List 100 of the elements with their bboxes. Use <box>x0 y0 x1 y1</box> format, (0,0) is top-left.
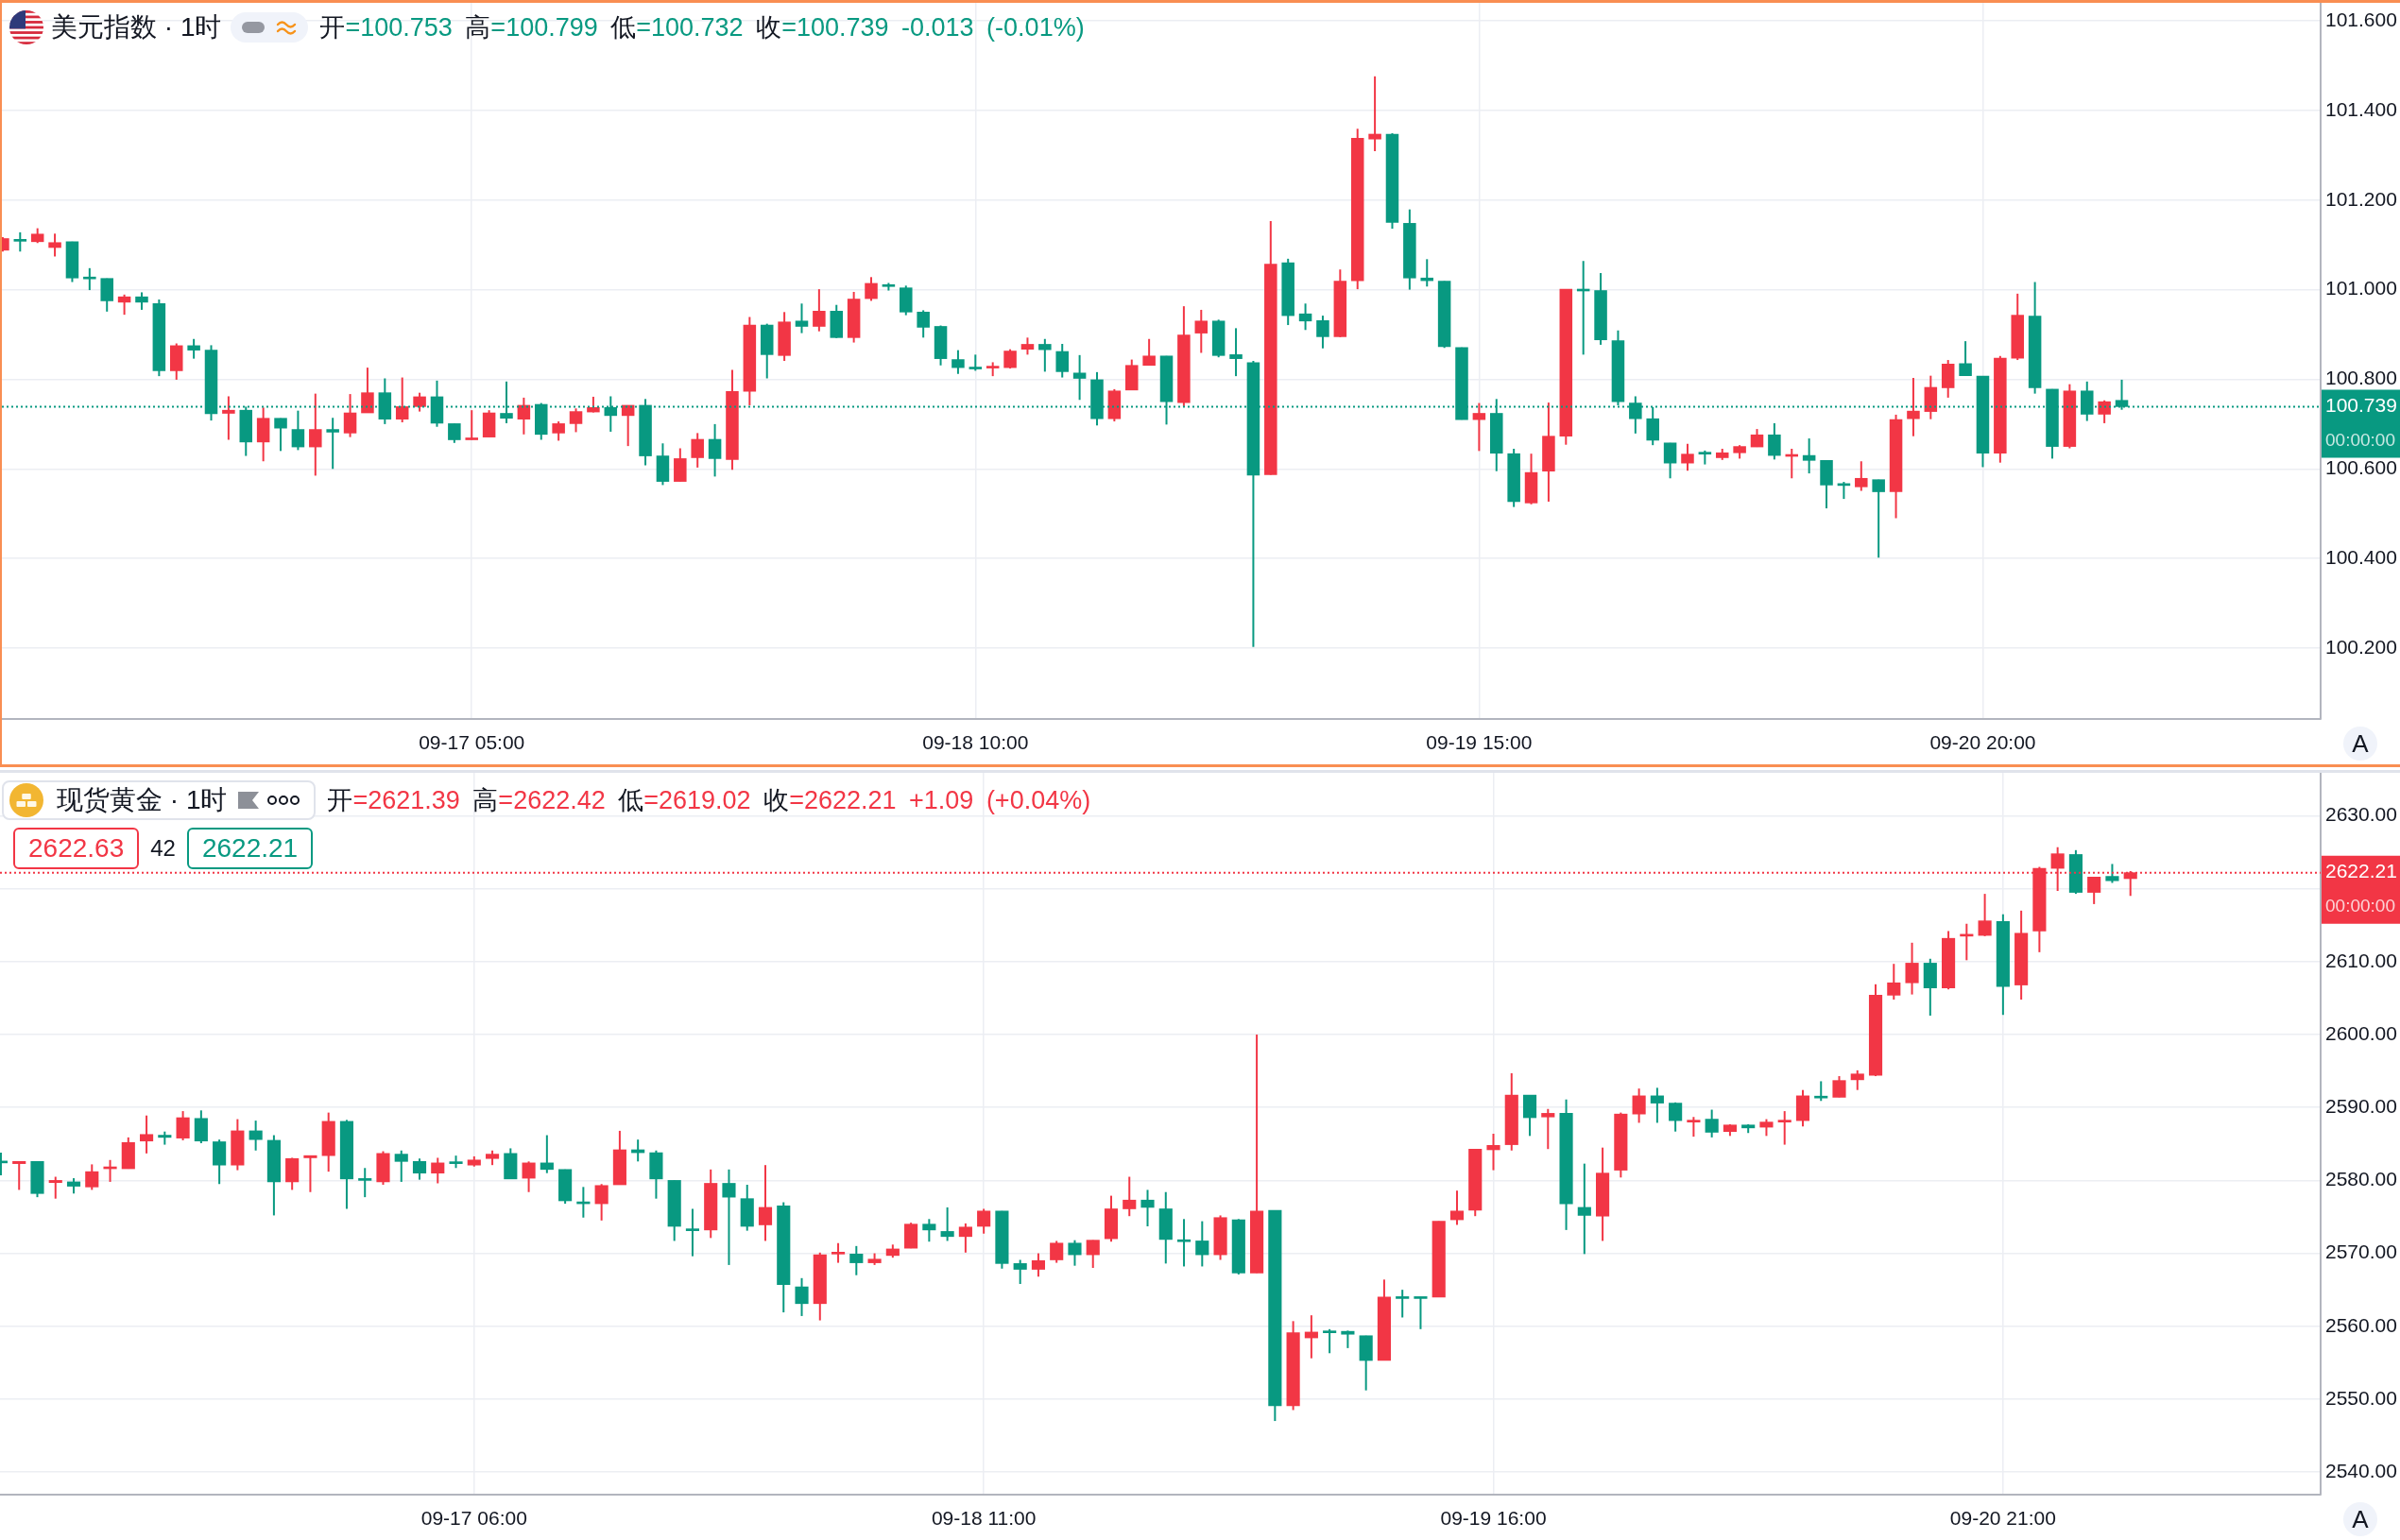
y-tick-label: 100.400 <box>2325 545 2397 568</box>
y-tick-label: 2560.00 <box>2325 1313 2397 1336</box>
x-tick-label: 09-17 05:00 <box>419 731 525 754</box>
candlestick <box>865 276 878 302</box>
candlestick <box>2098 399 2111 424</box>
y-tick-label: 2590.00 <box>2325 1095 2397 1118</box>
text: 00:00:00 <box>2325 429 2395 450</box>
candlestick <box>1907 377 1920 437</box>
y-tick-label: 2610.00 <box>2325 949 2397 971</box>
candlestick <box>958 1222 972 1254</box>
candlestick <box>139 1114 154 1155</box>
price-field: 2622.21 <box>186 828 314 869</box>
candlestick <box>1472 402 1486 453</box>
y-tick-label: 2580.00 <box>2325 1168 2397 1190</box>
candlestick <box>1872 478 1885 559</box>
candlestick <box>594 1183 609 1222</box>
y-tick-label: 2600.00 <box>2325 1021 2397 1044</box>
candlestick <box>448 422 461 444</box>
candlestick <box>1414 1295 1428 1330</box>
candlestick <box>569 407 583 434</box>
candlestick <box>1195 1220 1209 1268</box>
candlestick <box>135 291 148 311</box>
candlestick <box>1176 1218 1191 1268</box>
candlestick <box>2105 863 2119 884</box>
candlestick <box>1850 1069 1864 1091</box>
text: 开=2621.39 高=2622.42 低=2619.02 收=2622.21 +1.09 (+0.04%) <box>327 785 1091 816</box>
candlestick <box>1068 1239 1082 1267</box>
candlestick <box>708 422 722 478</box>
candlestick <box>12 1160 26 1191</box>
candlestick <box>1681 442 1694 472</box>
x-tick-label: 09-19 15:00 <box>1426 731 1533 754</box>
candlestick <box>1978 893 1992 937</box>
y-tick-label: 101.600 <box>2325 8 2397 30</box>
text: 00:00:00 <box>2325 895 2395 915</box>
candlestick <box>431 1156 445 1185</box>
x-tick-label: 09-20 20:00 <box>1929 731 2036 754</box>
candlestick <box>1316 315 1329 350</box>
candlestick <box>1194 308 1209 354</box>
y-tick-label: 101.400 <box>2325 97 2397 120</box>
candlestick <box>2087 876 2101 905</box>
candlestick <box>249 1120 263 1152</box>
candlestick <box>1142 337 1156 367</box>
y-tick-label: 2630.00 <box>2325 803 2397 826</box>
candlestick <box>758 1164 773 1242</box>
candlestick <box>394 1149 408 1183</box>
candlestick <box>1650 1087 1664 1124</box>
candlestick <box>1140 1189 1155 1228</box>
candlestick <box>1086 1239 1100 1269</box>
candlestick <box>795 1276 809 1317</box>
candlestick <box>1687 1116 1701 1138</box>
candlestick <box>1814 1080 1828 1103</box>
candlestick <box>358 1167 372 1199</box>
x-tick-label: 09-18 11:00 <box>931 1507 1037 1530</box>
candlestick <box>465 409 478 441</box>
x-tick-label: 09-19 16:00 <box>1440 1507 1547 1530</box>
candlestick <box>917 309 930 339</box>
candlestick <box>940 1206 954 1242</box>
price-field: 2622.63 <box>13 828 140 869</box>
candlestick <box>1298 302 1312 332</box>
candlestick <box>722 1168 736 1266</box>
y-tick-label: 2570.00 <box>2325 1241 2397 1263</box>
x-tick-label: 09-17 06:00 <box>420 1507 527 1530</box>
candlestick <box>1072 353 1087 402</box>
candlestick <box>1959 340 1972 377</box>
candlestick <box>922 1218 936 1243</box>
y-tick-label: 2550.00 <box>2325 1386 2397 1409</box>
candlestick <box>1341 1329 1355 1349</box>
candlestick <box>1003 348 1017 370</box>
candlestick <box>176 1110 190 1141</box>
candlestick <box>361 367 374 415</box>
annotation: 2622.21 <box>201 833 299 864</box>
candlestick <box>1577 1162 1591 1256</box>
candlestick <box>552 420 565 442</box>
candlestick <box>117 293 131 317</box>
candlestick <box>291 409 305 452</box>
candlestick <box>13 231 27 253</box>
candlestick <box>1705 1108 1719 1138</box>
chart-subtitle: 开=100.753 高=100.799 低=100.732 收=100.739 -0.013 (-0.01%) <box>319 12 1085 43</box>
candlestick <box>48 232 61 258</box>
candlestick <box>85 1163 99 1191</box>
candlestick <box>691 432 704 469</box>
candlestick <box>83 266 96 292</box>
y-tick-label: 2540.00 <box>2325 1459 2397 1481</box>
candlestick <box>1855 460 1868 492</box>
candlestick <box>1832 1075 1846 1099</box>
candlestick <box>412 1157 427 1181</box>
candlestick <box>309 392 322 477</box>
candlestick <box>395 376 409 423</box>
candlestick <box>1663 441 1677 480</box>
candlestick <box>1038 337 1052 373</box>
x-tick-label: 09-18 10:00 <box>922 731 1029 754</box>
candlestick <box>1123 1175 1137 1218</box>
candlestick <box>343 393 357 438</box>
candlestick <box>1229 327 1243 378</box>
text: 现货黄金 · 1时 <box>57 784 228 816</box>
y-tick-label: 100.800 <box>2325 367 2397 389</box>
y-tick-label: 101.200 <box>2325 187 2397 210</box>
candlestick <box>813 288 826 333</box>
candlestick <box>522 1160 536 1193</box>
candlestick <box>326 417 339 471</box>
